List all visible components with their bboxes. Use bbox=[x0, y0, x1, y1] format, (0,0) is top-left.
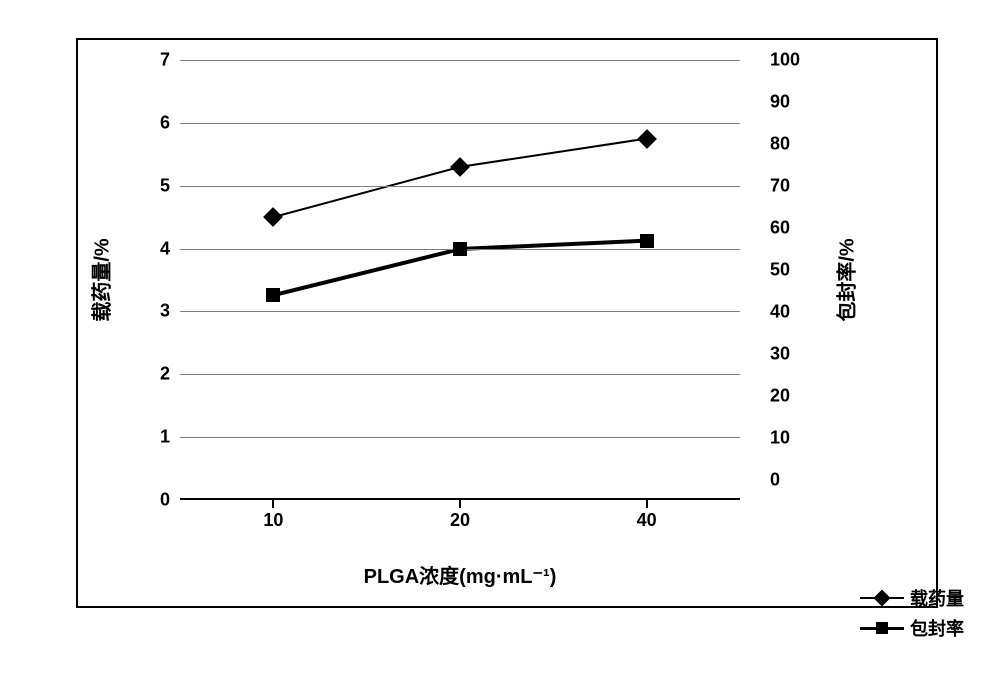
y-right-tick-label: 60 bbox=[770, 218, 820, 239]
y-left-tick-label: 7 bbox=[130, 50, 170, 71]
y-left-tick-label: 2 bbox=[130, 364, 170, 385]
x-tick-mark bbox=[646, 500, 648, 508]
square-icon bbox=[876, 622, 888, 634]
chart-container: 012345670102030405060708090100102040 载药量… bbox=[0, 0, 1000, 681]
legend: 载药量 包封率 bbox=[860, 585, 964, 645]
y-left-tick-label: 4 bbox=[130, 238, 170, 259]
y-right-tick-label: 20 bbox=[770, 386, 820, 407]
x-tick-mark bbox=[459, 500, 461, 508]
y-right-tick-label: 80 bbox=[770, 134, 820, 155]
y-left-tick-label: 5 bbox=[130, 175, 170, 196]
y-right-tick-label: 100 bbox=[770, 50, 820, 71]
x-tick-label: 10 bbox=[263, 510, 283, 531]
legend-line-diamond bbox=[860, 597, 904, 599]
square-marker bbox=[640, 234, 654, 248]
legend-line-square bbox=[860, 627, 904, 630]
legend-item: 载药量 bbox=[860, 585, 964, 611]
legend-label: 载药量 bbox=[910, 585, 964, 611]
diamond-icon bbox=[874, 590, 891, 607]
gridline bbox=[180, 123, 740, 124]
series-svg bbox=[180, 60, 740, 500]
y-right-tick-label: 30 bbox=[770, 344, 820, 365]
gridline bbox=[180, 437, 740, 438]
y-left-axis-label: 载药量/% bbox=[86, 238, 115, 321]
gridline bbox=[180, 311, 740, 312]
y-right-tick-label: 40 bbox=[770, 302, 820, 323]
plot-area: 012345670102030405060708090100102040 bbox=[180, 60, 740, 500]
series-line-载药量 bbox=[273, 139, 646, 218]
x-tick-label: 40 bbox=[637, 510, 657, 531]
x-axis-label: PLGA浓度(mg·mL⁻¹) bbox=[364, 560, 557, 589]
x-tick-label: 20 bbox=[450, 510, 470, 531]
y-left-tick-label: 6 bbox=[130, 112, 170, 133]
square-marker bbox=[453, 242, 467, 256]
legend-label: 包封率 bbox=[910, 615, 964, 641]
y-right-tick-label: 0 bbox=[770, 470, 820, 491]
y-right-tick-label: 90 bbox=[770, 92, 820, 113]
gridline bbox=[180, 60, 740, 61]
y-left-tick-label: 0 bbox=[130, 490, 170, 511]
x-tick-mark bbox=[272, 500, 274, 508]
y-left-tick-label: 3 bbox=[130, 301, 170, 322]
y-right-axis-label: 包封率/% bbox=[831, 238, 860, 321]
y-right-tick-label: 70 bbox=[770, 176, 820, 197]
square-marker bbox=[266, 288, 280, 302]
y-left-tick-label: 1 bbox=[130, 427, 170, 448]
legend-item: 包封率 bbox=[860, 615, 964, 641]
gridline bbox=[180, 186, 740, 187]
y-right-tick-label: 10 bbox=[770, 428, 820, 449]
gridline bbox=[180, 374, 740, 375]
y-right-tick-label: 50 bbox=[770, 260, 820, 281]
